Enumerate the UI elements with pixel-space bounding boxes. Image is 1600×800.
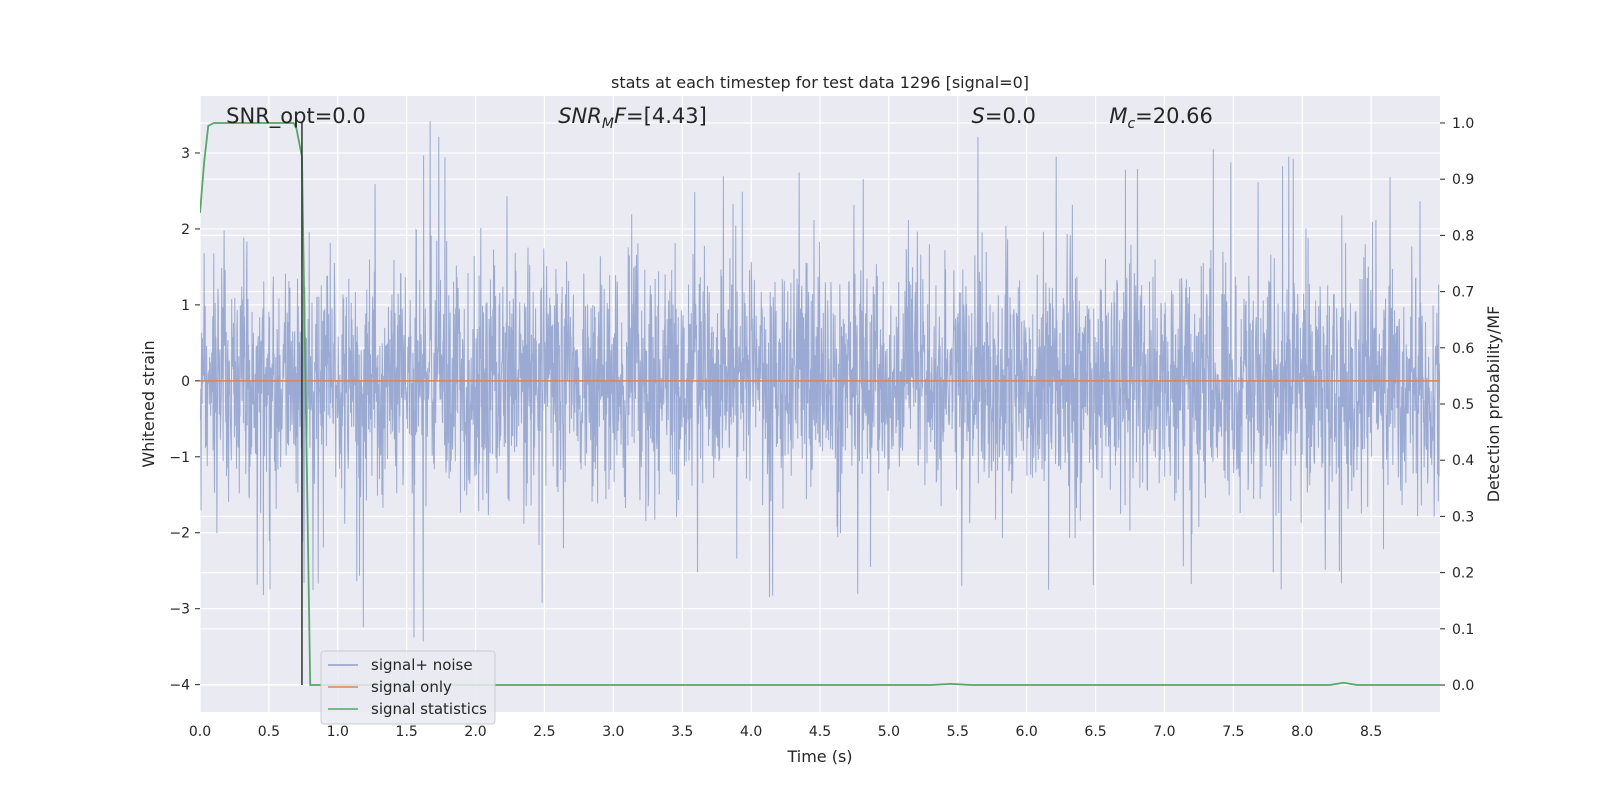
- legend: signal+ noise signal only signal statist…: [320, 650, 496, 725]
- chart-title: stats at each timestep for test data 129…: [611, 73, 1029, 92]
- x-tick-label: 2.5: [533, 724, 555, 740]
- y-tick-label: 2: [181, 222, 190, 238]
- annotation-snr-opt: SNR_opt=0.0: [226, 104, 366, 129]
- x-tick-label: 7.0: [1153, 724, 1175, 740]
- annotation-snr-mf: SNRMF=[4.43]: [558, 104, 707, 132]
- x-tick-label: 7.5: [1222, 724, 1244, 740]
- legend-label-signal-noise: signal+ noise: [371, 656, 473, 674]
- x-tick-label: 5.5: [947, 724, 969, 740]
- legend-label-signal-only: signal only: [371, 678, 452, 696]
- x-tick-label: 8.0: [1291, 724, 1313, 740]
- y-tick-label: −3: [169, 602, 190, 618]
- y-axis-ticks: −4 −3 −2 −1 0 1 2 3: [169, 146, 200, 694]
- x-tick-label: 1.0: [327, 724, 349, 740]
- signal-statistics-trace: [200, 122, 1440, 686]
- y2-tick-label: 0.5: [1452, 397, 1474, 413]
- x-tick-label: 5.0: [878, 724, 900, 740]
- y2-tick-label: 0.1: [1452, 622, 1474, 638]
- x-tick-label: 6.5: [1084, 724, 1106, 740]
- y2-tick-label: 0.8: [1452, 228, 1474, 244]
- y-axis-label: Whitened strain: [139, 340, 158, 467]
- y-tick-label: 3: [181, 146, 190, 162]
- annotations: SNR_opt=0.0 SNRMF=[4.43] S=0.0 Mc=20.66: [226, 104, 1213, 132]
- x-tick-label: 3.0: [602, 724, 624, 740]
- y2-tick-label: 0.7: [1452, 285, 1474, 301]
- x-tick-label: 6.0: [1016, 724, 1038, 740]
- annotation-s: S=0.0: [972, 104, 1036, 128]
- y2-tick-label: 0.0: [1452, 678, 1474, 694]
- x-tick-label: 0.0: [189, 724, 211, 740]
- y2-tick-label: 0.9: [1452, 172, 1474, 188]
- y2-axis-ticks: 0.0 0.1 0.2 0.3 0.4 0.5 0.6 0.7 0.8 0.9 1.0: [1440, 116, 1474, 694]
- y-tick-label: 0: [181, 374, 190, 390]
- x-tick-label: 4.5: [809, 724, 831, 740]
- y2-tick-label: 0.2: [1452, 566, 1474, 582]
- annotation-mc: Mc=20.66: [1109, 104, 1213, 132]
- y2-tick-label: 1.0: [1452, 116, 1474, 132]
- y2-axis-label: Detection probability/MF: [1484, 306, 1503, 503]
- y2-tick-label: 0.4: [1452, 453, 1474, 469]
- x-axis-ticks: 0.0 0.5 1.0 1.5 2.0 2.5 3.0 3.5 4.0 4.5 5.0 5.5 6.0 6…: [189, 724, 1382, 740]
- x-tick-label: 4.0: [740, 724, 762, 740]
- x-tick-label: 3.5: [671, 724, 693, 740]
- x-tick-label: 1.5: [396, 724, 418, 740]
- legend-box: [320, 650, 496, 725]
- legend-label-signal-statistics: signal statistics: [371, 700, 487, 718]
- signal-statistics-line: [200, 122, 1440, 686]
- x-tick-label: 0.5: [258, 724, 280, 740]
- x-tick-label: 2.0: [464, 724, 486, 740]
- y-tick-label: −4: [169, 678, 190, 694]
- y2-tick-label: 0.3: [1452, 509, 1474, 525]
- y-tick-label: 1: [181, 298, 190, 314]
- y-tick-label: −2: [169, 526, 190, 542]
- y-tick-label: −1: [169, 450, 190, 466]
- x-axis-label: Time (s): [786, 747, 852, 766]
- x-tick-label: 8.5: [1360, 724, 1382, 740]
- y2-tick-label: 0.6: [1452, 341, 1474, 357]
